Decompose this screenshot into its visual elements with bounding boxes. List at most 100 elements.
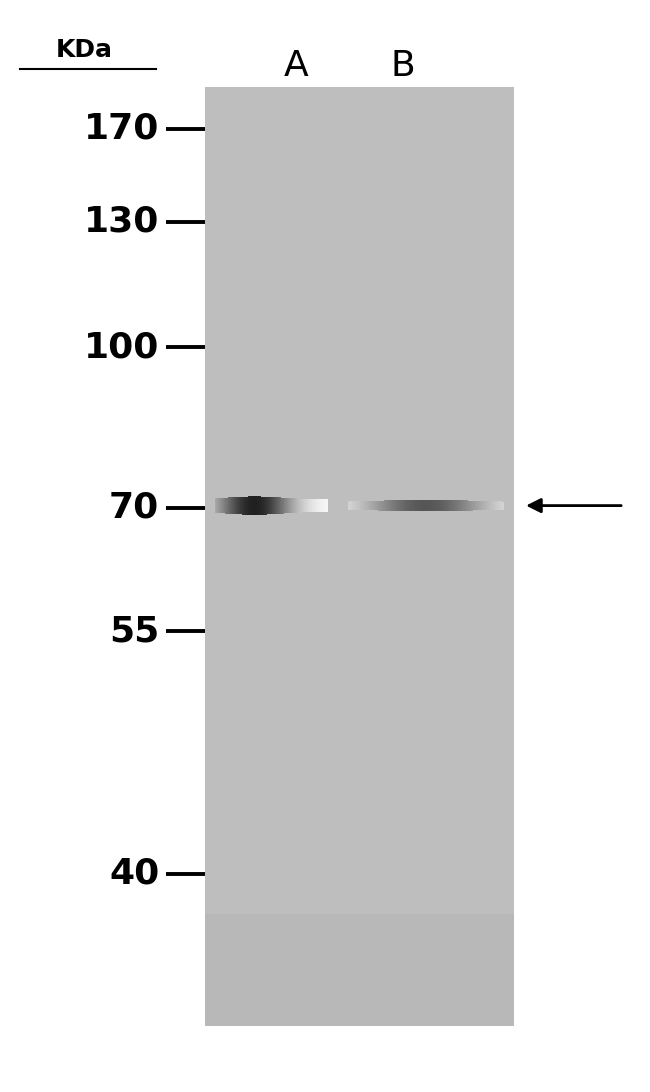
Bar [438,500,439,511]
Bar [369,501,370,510]
Bar [375,501,376,510]
Bar [416,500,417,511]
Bar [376,501,377,510]
Bar [434,500,435,511]
Bar [447,500,448,511]
Bar [356,501,357,510]
Bar [382,500,383,511]
Bar [409,500,410,511]
Bar [489,501,490,510]
Bar [488,501,489,510]
Bar [500,501,501,510]
Bar [378,500,379,511]
Bar [457,500,458,511]
Bar [497,501,499,510]
Bar [389,500,390,511]
Bar [397,500,398,511]
Bar [477,501,478,510]
Bar [473,501,474,510]
Bar [388,500,389,511]
Text: 100: 100 [84,330,159,365]
Bar [424,500,425,511]
Bar [350,501,351,510]
Bar [393,500,394,511]
Bar [385,500,386,511]
Bar [496,501,497,510]
Bar [462,500,463,511]
Bar [370,501,371,510]
Text: A: A [283,48,308,83]
Bar [394,500,395,511]
Bar [467,500,468,511]
Bar [387,500,388,511]
Bar [428,500,429,511]
Bar [366,501,367,510]
Bar [359,501,360,510]
Bar [421,500,422,511]
Bar [362,501,363,510]
Bar [433,500,434,511]
Bar [442,500,443,511]
Bar [391,500,392,511]
Bar [437,500,438,511]
Bar [349,501,350,510]
Bar [445,500,446,511]
Bar [469,500,470,511]
Bar [478,501,480,510]
Bar [460,500,461,511]
Text: 130: 130 [84,204,159,239]
Bar [451,500,452,511]
Text: 55: 55 [109,614,159,649]
Bar [412,500,413,511]
Bar [352,501,353,510]
Bar [429,500,430,511]
Text: B: B [391,48,415,83]
Bar [465,500,466,511]
Bar [373,501,374,510]
Bar [491,501,492,510]
Bar [361,501,362,510]
Bar [364,501,365,510]
Bar [453,500,454,511]
Bar [395,500,396,511]
Bar [420,500,421,511]
Bar [381,500,382,511]
Bar [377,501,378,510]
Bar [354,501,355,510]
Bar [480,501,481,510]
Bar [379,500,380,511]
Bar [402,500,404,511]
Bar [471,500,472,511]
Text: KDa: KDa [56,38,113,62]
Bar [401,500,402,511]
Bar [365,501,366,510]
Bar [499,501,500,510]
Bar [474,501,476,510]
Bar [492,501,493,510]
Bar [419,500,420,511]
Bar [351,501,352,510]
Bar [440,500,441,511]
Bar [427,500,428,511]
Bar [404,500,405,511]
Bar [493,501,495,510]
Bar [441,500,442,511]
Bar [450,500,451,511]
Bar [501,501,502,510]
Text: 170: 170 [84,111,159,146]
Text: 40: 40 [109,856,159,891]
Bar [452,500,453,511]
Bar [458,500,459,511]
Bar [472,500,473,511]
Bar [411,500,412,511]
Bar [367,501,368,510]
Bar [355,501,356,510]
Bar [390,500,391,511]
Bar [459,500,460,511]
Bar [410,500,411,511]
Bar [502,501,503,510]
Bar [449,500,450,511]
Bar [405,500,406,511]
Bar [468,500,469,511]
Bar [484,501,485,510]
